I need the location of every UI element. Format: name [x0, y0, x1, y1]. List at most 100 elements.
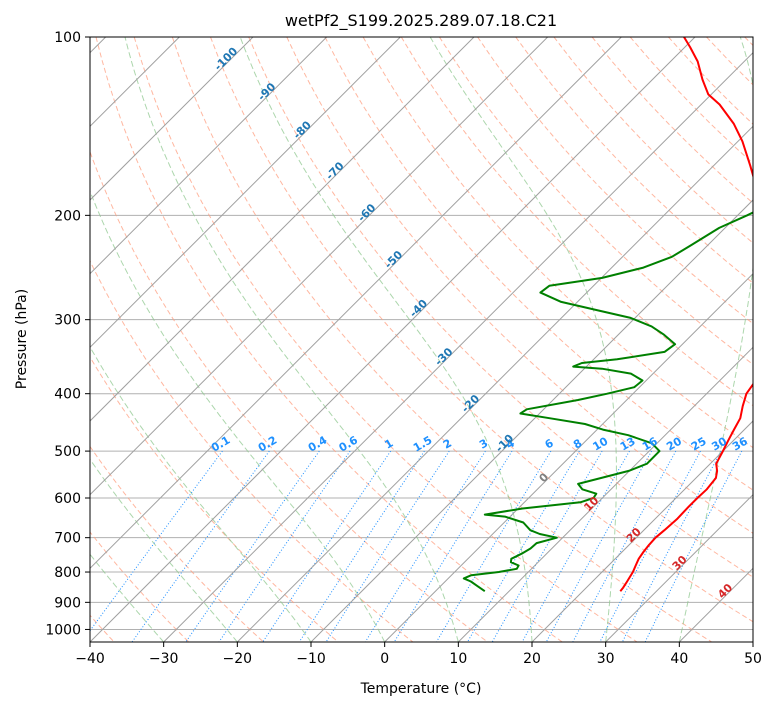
isotherm [310, 199, 753, 642]
mixing-ratio-line [644, 450, 743, 642]
isotherm [90, 37, 254, 201]
isotherms [90, 37, 753, 642]
isotherm [605, 493, 753, 642]
dry-adiabat [438, 37, 753, 366]
isotherm-label: 20 [624, 525, 644, 545]
y-tick-label: 500 [54, 444, 81, 460]
dry-adiabat [362, 37, 753, 449]
isotherm [90, 37, 549, 496]
isotherm-label: -50 [382, 248, 405, 271]
y-axis-ticks: 100 200 300 400 500 600 700 800 900 1000 [45, 30, 90, 638]
isotherm-label: -60 [355, 201, 378, 224]
isotherm-label: -80 [291, 118, 314, 141]
dry-adiabat [171, 37, 712, 642]
temperature-line [619, 37, 753, 592]
dry-adiabats [90, 37, 753, 642]
plot-area: 0.1 0.2 0.4 0.6 1 1.5 2 3 4 6 8 10 13 16 20 25 30 36-100-… [90, 37, 753, 642]
isotherm [384, 272, 753, 642]
mixing-ratio-label: 2 [441, 437, 454, 452]
isotherm [90, 37, 401, 349]
mixing-ratio-line [467, 450, 580, 642]
y-tick-label: 100 [54, 30, 81, 46]
dry-adiabat [90, 356, 339, 642]
moist-adiabat [678, 37, 753, 642]
mixing-ratio-line [185, 450, 320, 642]
x-tick-label: −40 [75, 651, 105, 667]
plot-frame [89, 36, 754, 643]
isotherm [163, 51, 753, 642]
isotherm [90, 37, 696, 642]
mixing-ratio-line [545, 450, 653, 642]
moist-adiabat [90, 458, 238, 642]
mixing-ratio-line [572, 450, 677, 642]
isotherm-label: -40 [407, 297, 430, 320]
mixing-ratio-line [90, 450, 223, 632]
x-tick-label: −30 [149, 651, 179, 667]
isotherm [236, 125, 753, 642]
x-axis-label: Temperature (°C) [360, 681, 482, 697]
dry-adiabat [706, 37, 753, 86]
dry-adiabat [591, 37, 753, 204]
isotherm-label: -70 [323, 159, 346, 182]
x-tick-label: −10 [296, 651, 326, 667]
mixing-ratio-line [131, 450, 270, 642]
dry-adiabat [744, 37, 753, 47]
chart-title: wetPf2_S199.2025.289.07.18.C21 [285, 11, 557, 31]
x-tick-label: 30 [597, 651, 615, 667]
moist-adiabat [90, 346, 312, 642]
dry-adiabat [286, 37, 753, 534]
mixing-ratio-line [521, 450, 630, 642]
y-axis-label: Pressure (hPa) [14, 289, 30, 389]
isotherm [90, 37, 622, 570]
dry-adiabat [668, 37, 753, 125]
dry-adiabat [477, 37, 753, 325]
y-tick-label: 600 [54, 491, 81, 507]
pressure-gridlines [90, 37, 753, 630]
y-tick-label: 700 [54, 531, 81, 547]
isotherm [678, 567, 753, 642]
isotherm-label: -100 [212, 44, 241, 73]
dry-adiabat [248, 37, 753, 578]
dry-adiabat [90, 259, 414, 642]
x-tick-label: 0 [380, 651, 389, 667]
mixing-ratio-line [435, 450, 552, 642]
mixing-ratio-label: 3 [477, 437, 490, 452]
dry-adiabat [210, 37, 753, 623]
profile-series [462, 37, 753, 593]
x-tick-label: −20 [223, 651, 253, 667]
dry-adiabat [90, 445, 264, 642]
moist-adiabat [90, 189, 386, 642]
mixing-ratio-line [599, 450, 701, 642]
isotherm-label: 30 [670, 553, 690, 573]
mixing-ratio-line [325, 450, 450, 642]
isotherm-label: -90 [255, 80, 278, 103]
mixing-ratio-line [393, 450, 513, 642]
dry-adiabat [515, 37, 753, 284]
dry-adiabat [324, 37, 753, 491]
isotherm [90, 37, 475, 422]
dry-adiabat [133, 37, 638, 642]
isotherm [457, 346, 753, 642]
isotherm [531, 420, 753, 642]
y-tick-label: 300 [54, 313, 81, 329]
isotherm [752, 641, 753, 642]
isotherm [90, 37, 328, 275]
y-tick-label: 400 [54, 387, 81, 403]
moist-adiabat [90, 553, 165, 642]
mixing-ratio-line [262, 450, 392, 642]
x-tick-label: 20 [523, 651, 541, 667]
dry-adiabat [400, 37, 753, 407]
isotherm-label: -30 [432, 345, 455, 368]
x-axis-ticks: −40 −30 −20 −10 0 10 20 30 40 50 [75, 642, 762, 667]
dry-adiabat [90, 531, 190, 642]
y-tick-label: 1000 [45, 622, 81, 638]
moist-adiabat [239, 37, 533, 642]
x-tick-label: 50 [744, 651, 762, 667]
y-tick-label: 800 [54, 565, 81, 581]
x-tick-label: 40 [670, 651, 688, 667]
mixing-ratio-line [364, 450, 486, 642]
x-tick-label: 10 [449, 651, 467, 667]
isotherm-label: 40 [715, 581, 735, 601]
moist-adiabat [124, 37, 459, 642]
